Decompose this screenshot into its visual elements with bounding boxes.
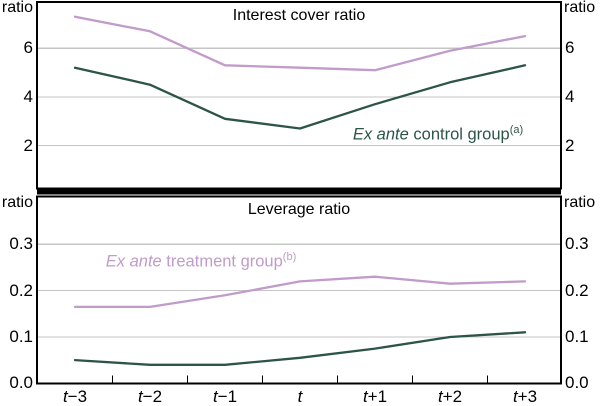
y-tick-label: 6 (565, 38, 575, 58)
y-tick-label: 2 (23, 135, 33, 155)
x-axis-label: t−2 (138, 386, 162, 406)
control-series-line (73, 64, 527, 130)
y-tick-label: 0.2 (565, 280, 589, 300)
bottom-panel-title: Leverage ratio (247, 201, 351, 218)
control-series-line (73, 331, 527, 366)
control-group-series-label: Ex ante control group(a) (353, 120, 523, 145)
series-label-footnote-marker: (a) (509, 124, 524, 136)
top-panel-title: Interest cover ratio (232, 7, 366, 24)
y-tick-label: 4 (565, 86, 575, 106)
series-label-text-part: control group (408, 125, 510, 144)
treatment-series-line (73, 275, 527, 309)
x-axis-label: t−1 (213, 386, 237, 406)
x-label-offset: +2 (442, 387, 463, 406)
x-axis-label: t−3 (63, 386, 87, 406)
series-label-italic-part: Ex ante (352, 125, 409, 144)
x-axis-label: t (298, 386, 303, 406)
y-axis-unit-label: ratio (1, 0, 33, 16)
y-tick-label: 0.0 (9, 373, 33, 393)
x-label-offset: +3 (517, 387, 538, 406)
x-label-variable: t (362, 387, 368, 406)
x-label-variable: t (437, 387, 443, 406)
x-label-offset: −3 (67, 387, 88, 406)
series-label-text-part: treatment group (161, 252, 283, 271)
x-label-variable: t (297, 387, 303, 406)
x-label-variable: t (137, 387, 143, 406)
y-tick-label: 0.2 (9, 280, 33, 300)
treatment-group-series-label: Ex ante treatment group(b) (106, 247, 297, 272)
y-tick-label: 0.3 (9, 234, 33, 254)
x-label-offset: −2 (142, 387, 163, 406)
y-axis-unit-label: ratio (1, 194, 33, 211)
series-label-italic-part: Ex ante (105, 252, 162, 271)
y-tick-label: 2 (565, 135, 575, 155)
y-axis-unit-label: ratio (564, 0, 596, 16)
y-tick-label: 0.1 (9, 327, 33, 346)
x-label-offset: +1 (367, 387, 388, 406)
series-label-footnote-marker: (b) (282, 251, 297, 263)
panel-separator (37, 189, 561, 195)
x-label-offset: −1 (217, 387, 238, 406)
panel-border (36, 1, 562, 190)
y-tick-label: 0.3 (565, 234, 589, 254)
y-tick-label: 0.1 (565, 327, 589, 346)
y-axis-unit-label: ratio (564, 194, 596, 211)
x-label-variable: t (212, 387, 218, 406)
y-tick-label: 0.0 (565, 373, 589, 393)
x-axis-label: t+2 (438, 386, 462, 406)
y-tick-label: 4 (23, 86, 33, 106)
x-axis-label: t+1 (363, 386, 387, 406)
x-axis-label: t+3 (513, 386, 537, 406)
panel-border (36, 195, 562, 385)
x-label-variable: t (512, 387, 518, 406)
treatment-series-line (73, 15, 527, 72)
y-tick-label: 6 (23, 38, 33, 58)
x-label-variable: t (62, 387, 68, 406)
